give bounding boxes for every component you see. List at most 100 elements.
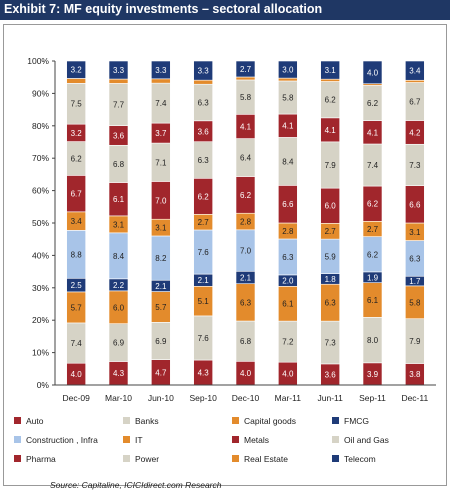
bar-segment <box>193 60 213 81</box>
bar-value-label: 2.5 <box>71 281 83 290</box>
bar-value-label: 2.8 <box>240 218 252 227</box>
legend-label: Banks <box>135 416 159 426</box>
y-tick-label: 100% <box>27 56 49 66</box>
y-tick-label: 10% <box>32 348 49 358</box>
legend-swatch <box>14 417 21 424</box>
bar-value-label: 4.7 <box>155 368 167 377</box>
y-tick-label: 20% <box>32 315 49 325</box>
bar-value-label: 4.1 <box>325 126 337 135</box>
legend-swatch <box>123 436 130 443</box>
bar-value-label: 6.6 <box>282 200 294 209</box>
bar-segment <box>405 60 425 81</box>
bar-segment <box>278 60 298 79</box>
bar-value-label: 3.6 <box>198 127 210 136</box>
bar-value-label: 5.7 <box>155 303 167 312</box>
bar-value-label: 3.3 <box>155 66 167 75</box>
source-note: Source: Capitaline, ICICIdirect.com Rese… <box>50 480 222 490</box>
bar-value-label: 7.3 <box>325 339 337 348</box>
bar-value-label: 4.3 <box>198 369 210 378</box>
bar-value-label: 3.6 <box>325 370 337 379</box>
bar-value-label: 7.4 <box>155 99 167 108</box>
x-tick-label: Jun-11 <box>317 393 343 403</box>
bar-value-label: 6.6 <box>409 200 421 209</box>
bar-value-label: 6.2 <box>240 191 252 200</box>
bar-segment <box>320 78 340 82</box>
legend-label: Auto <box>26 416 44 426</box>
bar-segment <box>235 76 256 81</box>
bar-value-label: 6.2 <box>367 99 379 108</box>
bar-value-label: 3.1 <box>113 220 125 229</box>
x-tick-label: Mar-11 <box>275 393 302 403</box>
bar-value-label: 4.2 <box>409 128 421 137</box>
bar-segment <box>151 60 171 80</box>
y-tick-label: 50% <box>32 218 49 228</box>
legend-swatch <box>332 417 339 424</box>
bar-value-label: 3.2 <box>71 129 83 138</box>
bar-value-label: 6.9 <box>113 339 125 348</box>
bar-value-label: 3.1 <box>325 66 337 75</box>
bar-value-label: 7.5 <box>71 100 83 109</box>
legend-label: Metals <box>244 435 269 445</box>
bar-value-label: 8.0 <box>367 336 379 345</box>
bar-value-label: 4.1 <box>240 122 252 131</box>
bar-value-label: 6.8 <box>240 337 252 346</box>
x-axis: Dec-09 Mar-10 Jun-10 Sep-10 Dec-10 Mar-11 Jun-… <box>55 384 436 403</box>
bar-value-label: 6.2 <box>71 154 83 163</box>
y-tick-label: 0% <box>37 380 50 390</box>
legend-swatch <box>232 417 239 424</box>
bar-value-label: 5.7 <box>71 303 83 312</box>
bar-value-label: 6.3 <box>325 299 337 308</box>
bar-segment <box>235 60 256 78</box>
bar-value-label: 6.7 <box>71 190 83 199</box>
legend-swatch <box>232 436 239 443</box>
bar-value-label: 8.2 <box>155 254 167 263</box>
bar-value-label: 7.9 <box>325 161 337 170</box>
bar-value-label: 7.7 <box>113 101 125 110</box>
bar-value-label: 7.0 <box>155 196 167 205</box>
bar-value-label: 7.2 <box>282 338 294 347</box>
bar-value-label: 7.0 <box>240 247 252 256</box>
title-bar: Exhibit 7: MF equity investments – secto… <box>0 0 450 20</box>
legend-swatch <box>332 436 339 443</box>
bar-value-label: 6.8 <box>113 160 125 169</box>
legend-label: Pharma <box>26 454 56 464</box>
x-tick-label: Sep-10 <box>189 393 217 403</box>
bar-value-label: 8.4 <box>282 157 294 166</box>
bar-value-label: 6.3 <box>282 253 294 262</box>
bar-value-label: 6.3 <box>240 298 252 307</box>
x-tick-label: Mar-10 <box>105 393 132 403</box>
bar-value-label: 6.9 <box>155 337 167 346</box>
y-tick-label: 90% <box>32 88 49 98</box>
bar-segment <box>66 78 86 84</box>
bar-value-label: 8.8 <box>71 250 83 259</box>
bar-segment <box>151 78 171 84</box>
bar-value-label: 2.1 <box>155 282 167 291</box>
bar-value-label: 6.2 <box>367 200 379 209</box>
bar-value-label: 2.1 <box>240 273 252 282</box>
bar-segment <box>278 77 298 82</box>
bar-value-label: 6.1 <box>113 195 125 204</box>
bar-value-label: 3.4 <box>71 217 83 226</box>
legend-swatch <box>123 455 130 462</box>
bar-value-label: 3.8 <box>409 370 421 379</box>
legend-swatch <box>14 436 21 443</box>
bar-value-label: 3.1 <box>409 228 421 237</box>
bar-value-label: 2.7 <box>367 225 379 234</box>
bar-value-label: 6.0 <box>325 202 337 211</box>
bar-value-label: 3.3 <box>198 67 210 76</box>
x-tick-label: Jun-10 <box>148 393 174 403</box>
bar-value-label: 5.8 <box>240 93 252 102</box>
legend-swatch <box>332 455 339 462</box>
y-tick-label: 30% <box>32 283 49 293</box>
y-tick-label: 70% <box>32 153 49 163</box>
legend-label: Real Estate <box>244 454 288 464</box>
bar-segment <box>320 60 340 80</box>
bar-value-label: 3.1 <box>155 224 167 233</box>
bar-segment <box>108 60 129 80</box>
exhibit-title: Exhibit 7: MF equity investments – secto… <box>4 2 323 16</box>
bar-value-label: 6.1 <box>367 296 379 305</box>
bar-value-label: 6.3 <box>409 254 421 263</box>
bar-segment <box>193 79 213 85</box>
bar-value-label: 2.7 <box>325 227 337 236</box>
bar-value-label: 1.8 <box>325 275 337 284</box>
